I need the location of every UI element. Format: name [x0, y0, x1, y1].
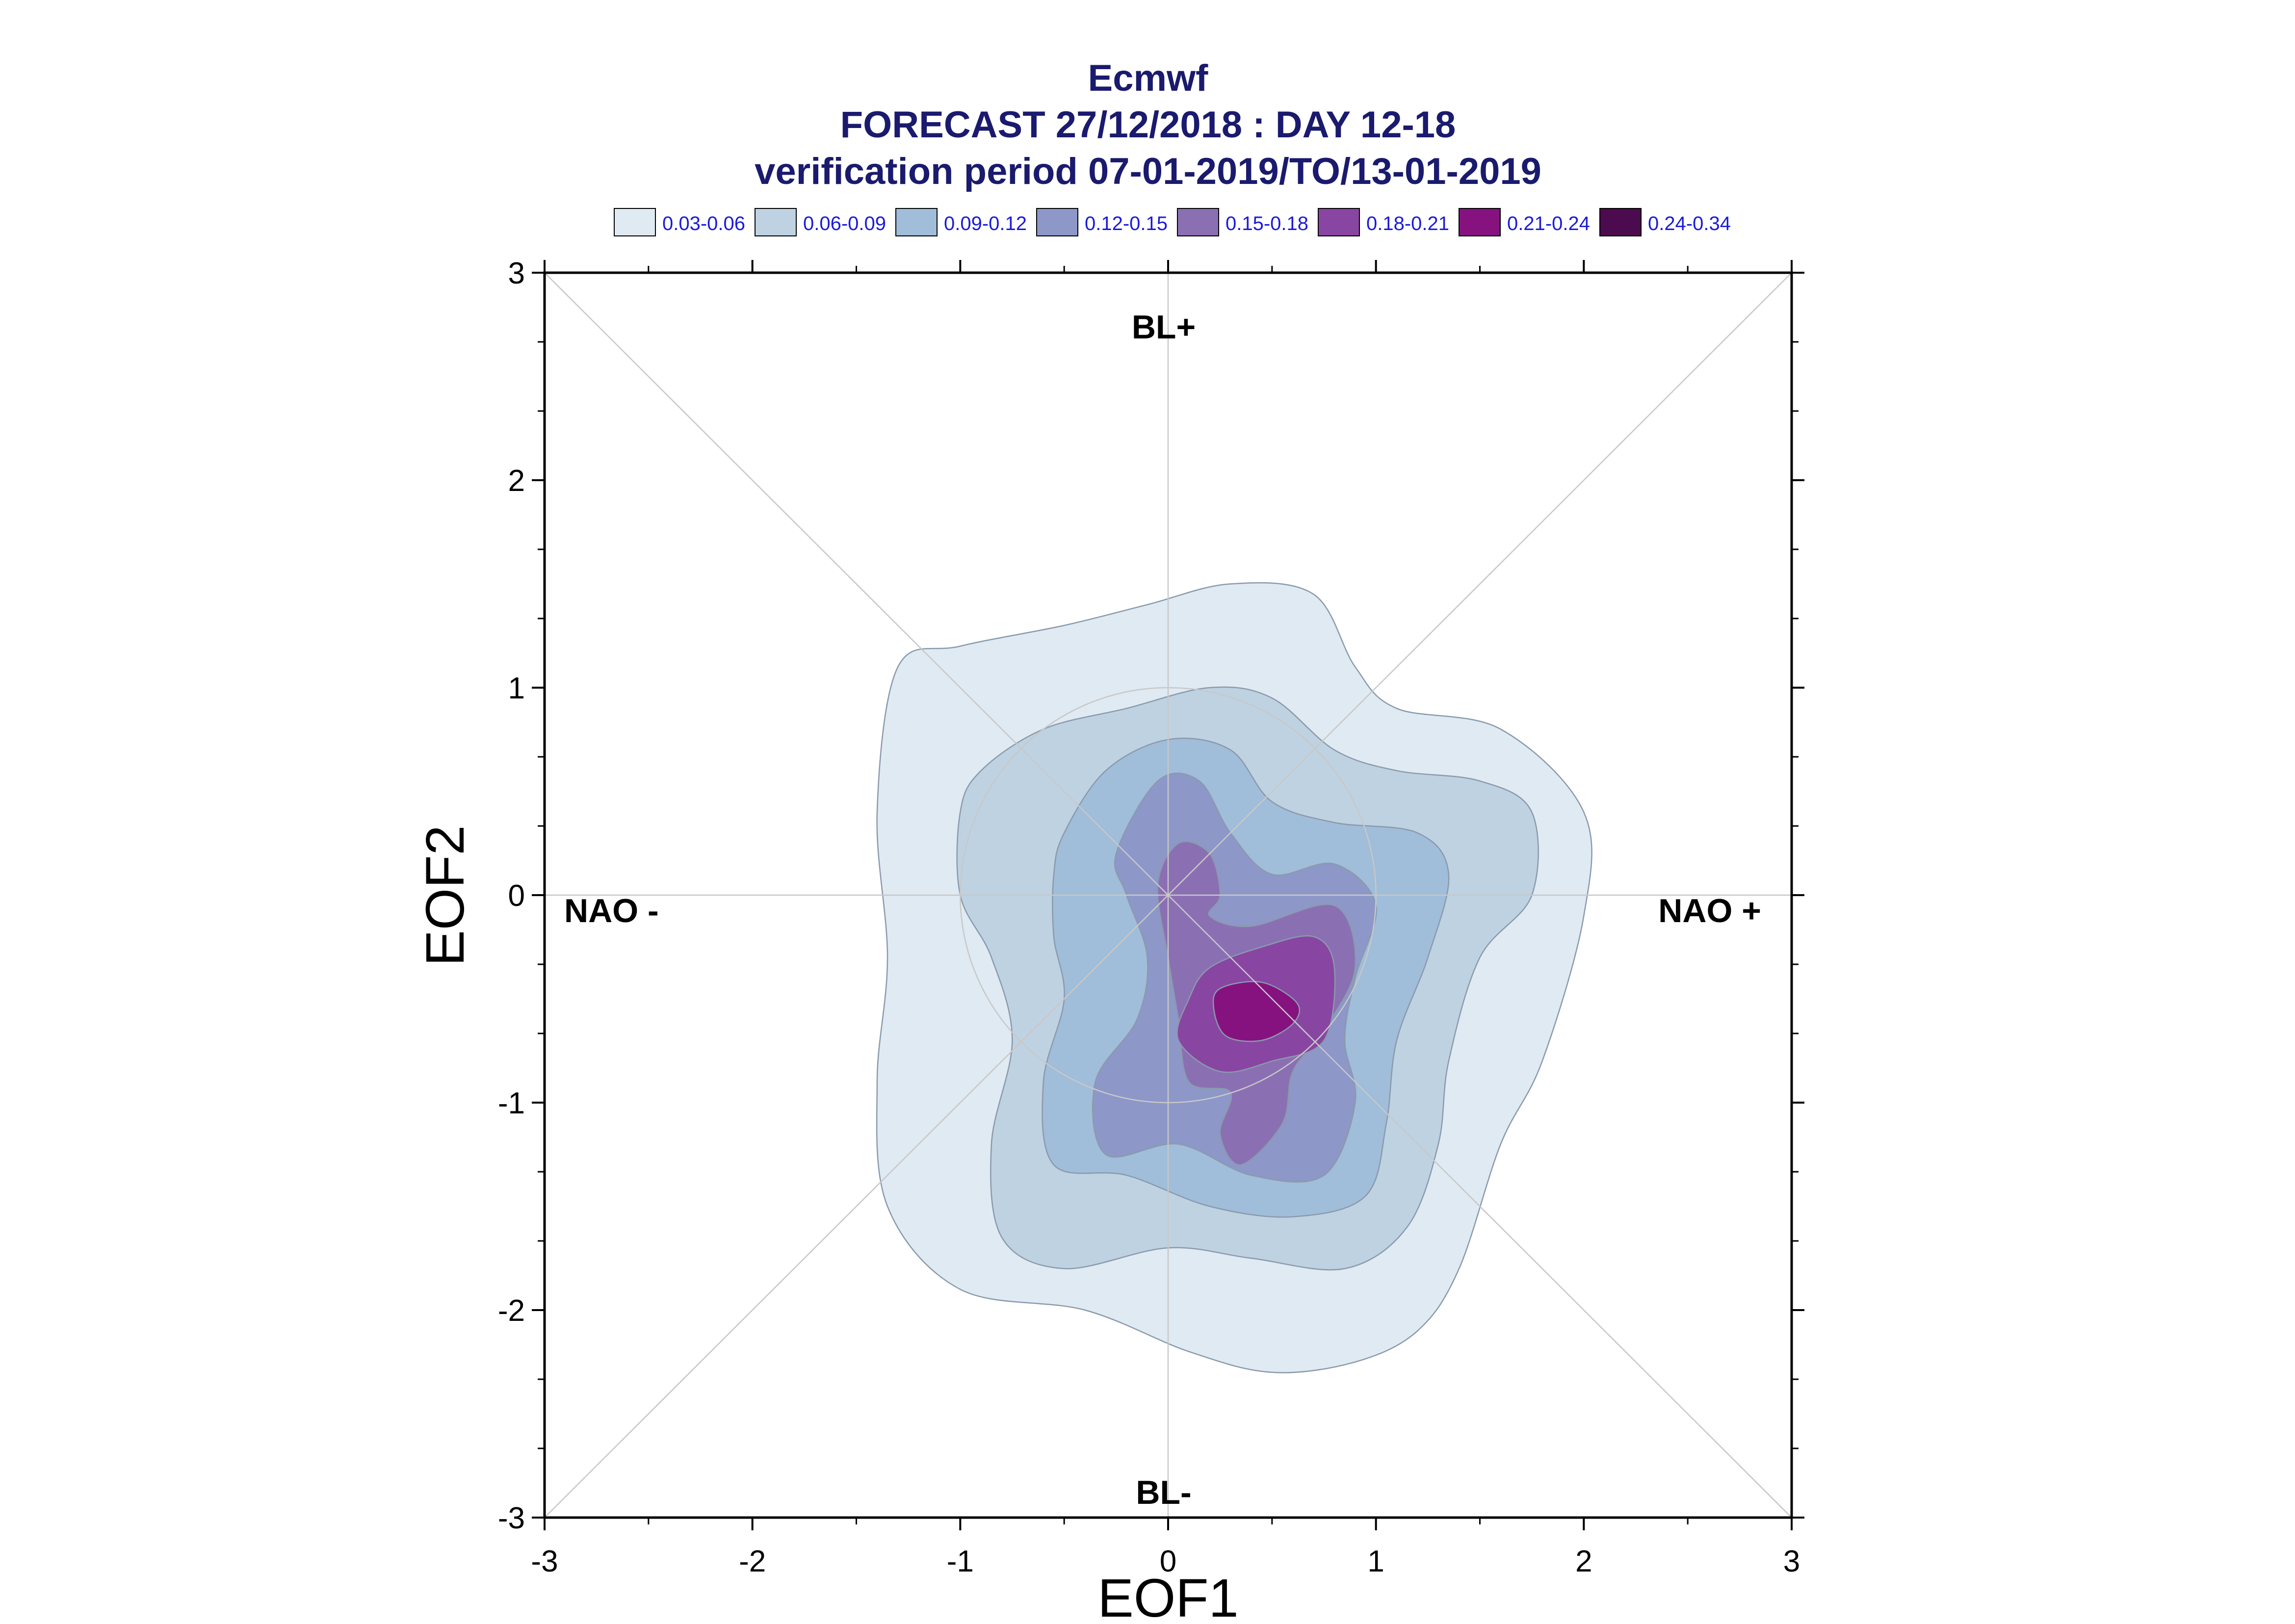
y-tick-label: -1 — [498, 1086, 525, 1120]
x-tick-label: -2 — [739, 1545, 766, 1578]
legend-swatch — [1318, 208, 1360, 236]
chart-title: Ecmwf — [1088, 57, 1209, 99]
legend-label: 0.09-0.12 — [944, 213, 1027, 234]
regime-label-bl-minus: BL- — [1136, 1474, 1191, 1511]
legend-label: 0.03-0.06 — [662, 213, 745, 234]
diagonal-line-descending — [545, 273, 1792, 1518]
y-tick-label: 2 — [508, 464, 525, 498]
legend-label: 0.21-0.24 — [1507, 213, 1590, 234]
regime-label-bl-plus: BL+ — [1132, 309, 1196, 346]
y-tick-label: -3 — [498, 1501, 525, 1535]
chart-subtitle-verification: verification period 07-01-2019/TO/13-01-… — [755, 151, 1541, 192]
legend-swatch — [755, 208, 797, 236]
axis-ticks: -3 -2 -1 0 1 2 3 3 2 1 0 -1 -2 -3 — [498, 257, 1804, 1578]
x-tick-label: 2 — [1575, 1545, 1592, 1578]
y-tick-label: 0 — [508, 879, 525, 913]
legend-label: 0.15-0.18 — [1226, 213, 1308, 234]
y-tick-label: -2 — [498, 1294, 525, 1328]
x-tick-label: 1 — [1367, 1545, 1384, 1578]
legend-swatch — [1599, 208, 1642, 236]
legend-swatch — [895, 208, 938, 236]
legend-swatch — [614, 208, 656, 236]
x-tick-label: 0 — [1160, 1545, 1176, 1578]
x-axis-title: EOF1 — [1097, 1568, 1238, 1624]
legend-swatch — [1459, 208, 1501, 236]
x-tick-label: -1 — [947, 1545, 974, 1578]
y-tick-label: 3 — [508, 257, 525, 290]
reference-lines — [545, 273, 1792, 1518]
legend-label: 0.06-0.09 — [803, 213, 886, 234]
x-tick-label: 3 — [1783, 1545, 1800, 1578]
legend-label: 0.24-0.34 — [1648, 213, 1731, 234]
chart-subtitle-forecast: FORECAST 27/12/2018 : DAY 12-18 — [840, 104, 1456, 146]
unit-circle — [960, 687, 1377, 1104]
legend-swatch — [1177, 208, 1219, 236]
regime-label-nao-minus: NAO - — [564, 892, 659, 929]
legend-label: 0.12-0.15 — [1085, 213, 1168, 234]
regime-label-nao-plus: NAO + — [1658, 892, 1761, 929]
density-contours — [876, 582, 1592, 1373]
y-axis-title: EOF2 — [415, 825, 475, 966]
legend-label: 0.18-0.21 — [1366, 213, 1449, 234]
legend-swatch — [1036, 208, 1078, 236]
y-tick-label: 1 — [508, 671, 525, 705]
density-contour-0.21-0.24 — [1212, 980, 1301, 1042]
x-tick-label: -3 — [531, 1545, 558, 1578]
legend: 0.03-0.06 0.06-0.09 0.09-0.12 0.12-0.15 0.15… — [614, 208, 1731, 236]
